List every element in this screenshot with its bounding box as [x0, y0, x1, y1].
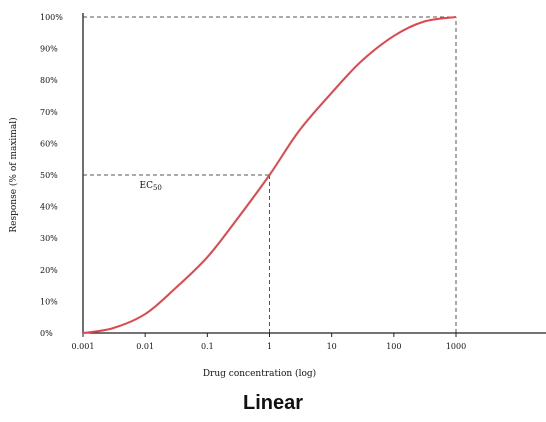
y-tick-label: 0%: [40, 329, 53, 338]
y-tick-label: 50%: [40, 171, 58, 180]
y-axis-label: Response (% of maximal): [8, 117, 19, 232]
x-tick-label: 1: [267, 342, 272, 351]
y-tick-label: 40%: [40, 203, 58, 212]
y-tick-label: 100%: [40, 13, 63, 22]
x-tick-label: 0.1: [201, 342, 214, 351]
y-tick-label: 20%: [40, 266, 58, 275]
x-tick-label: 0.001: [72, 342, 95, 351]
ec50-annotation: EC50: [140, 181, 162, 192]
y-tick-label: 70%: [40, 108, 58, 117]
ec50-chart: 0% 10% 20% 30% 40% 50% 60% 70% 80% 90% 100% 0.001 0…: [8, 13, 546, 379]
y-tick-label: 80%: [40, 76, 58, 85]
x-tick-label: 0.01: [136, 342, 154, 351]
y-tick-label: 30%: [40, 234, 58, 243]
x-tick-label: 1000: [446, 342, 466, 351]
ec50-subscript: 50: [153, 184, 162, 192]
y-tick-label: 10%: [40, 297, 58, 306]
x-tick-label: 100: [386, 342, 401, 351]
chart-caption: Linear: [242, 392, 304, 414]
dose-response-curve: [82, 16, 457, 334]
x-tick-label: 10: [327, 342, 337, 351]
y-tick-label: 90%: [40, 45, 58, 54]
y-tick-label: 60%: [40, 139, 58, 148]
x-axis-label: Drug concentration (log): [203, 368, 316, 379]
